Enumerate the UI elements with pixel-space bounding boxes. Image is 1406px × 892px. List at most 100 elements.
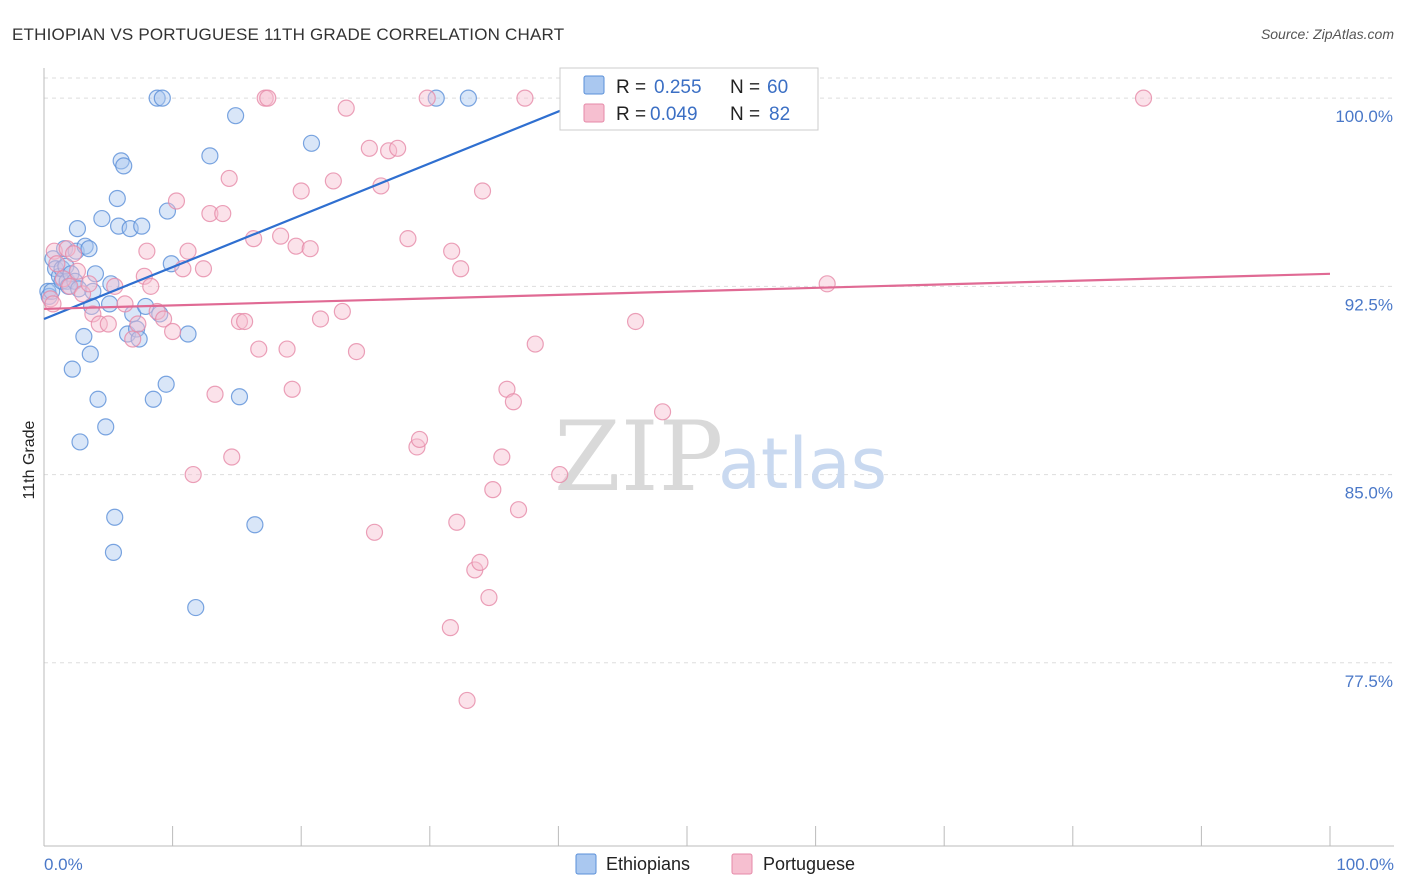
data-point [493, 448, 511, 466]
data-point [84, 305, 102, 323]
data-point [184, 465, 202, 484]
data-point [179, 242, 197, 260]
data-point [130, 330, 148, 348]
chart-title: ETHIOPIAN VS PORTUGUESE 11TH GRADE CORRE… [12, 25, 564, 44]
data-point [360, 139, 378, 157]
data-point [71, 433, 89, 451]
data-point [68, 220, 87, 238]
data-point [818, 275, 836, 293]
stats-legend-n-value-ethiopians: 60 [767, 77, 788, 98]
data-point [80, 275, 98, 293]
data-point [116, 295, 134, 313]
data-point [129, 315, 147, 333]
y-tick-label: 92.5% [1345, 295, 1393, 314]
trendline-ethiopians [43, 84, 624, 320]
data-point [337, 99, 355, 117]
data-point [223, 448, 241, 466]
data-point [80, 240, 98, 258]
data-point [93, 209, 111, 228]
y-tick-label: 100.0% [1335, 107, 1393, 126]
stats-legend-swatch-portuguese [583, 103, 605, 123]
data-point [41, 290, 60, 308]
data-point [99, 315, 117, 333]
x-tick-marks [43, 826, 1331, 846]
data-point [89, 390, 107, 408]
data-point [63, 360, 81, 378]
data-point [64, 245, 83, 263]
data-point [81, 345, 99, 363]
watermark: ZIP atlas [554, 401, 887, 513]
data-point [236, 312, 254, 331]
data-point [333, 302, 351, 321]
data-point [75, 327, 93, 346]
x-tick-label-max: 100.0% [1336, 855, 1394, 874]
data-point [302, 134, 321, 152]
data-point [157, 375, 175, 393]
data-point [484, 481, 502, 499]
data-point [516, 89, 534, 107]
data-point [324, 172, 342, 190]
stats-legend-r-value-ethiopians: 0.255 [654, 77, 702, 98]
data-point [201, 147, 219, 165]
data-point [154, 310, 173, 328]
trendline-portuguese [43, 272, 1331, 311]
data-point [230, 388, 249, 406]
data-point [187, 598, 205, 617]
series-ethiopians [39, 89, 477, 617]
stats-legend-r-value-portuguese: 0.049 [650, 104, 698, 125]
stats-legend: R = 0.255 N = 60 R = 0.049 N = 82 [559, 67, 819, 131]
data-point [124, 330, 142, 348]
data-point [115, 157, 133, 175]
data-point [526, 335, 544, 353]
data-point [227, 107, 245, 125]
data-point [142, 277, 160, 295]
y-tick-label: 77.5% [1345, 672, 1393, 691]
data-point [106, 508, 124, 526]
data-point [138, 242, 156, 260]
data-point [504, 393, 522, 411]
data-point [448, 513, 466, 531]
y-tick-labels: 77.5% 85.0% 92.5% 100.0% [1335, 107, 1393, 691]
data-point [246, 516, 264, 534]
y-axis-label: 11th Grade [21, 420, 38, 499]
watermark-zip: ZIP [554, 401, 723, 513]
data-point [283, 380, 301, 398]
stats-legend-n-label-ethiopians: N = [730, 77, 760, 98]
data-point [471, 553, 489, 572]
data-point [311, 310, 330, 328]
series-portuguese [41, 89, 1153, 710]
data-point [220, 169, 238, 188]
data-point [179, 325, 197, 343]
data-point [167, 192, 186, 210]
data-point [164, 322, 182, 341]
data-point [73, 285, 92, 303]
data-point [201, 204, 219, 223]
data-point [214, 204, 232, 223]
data-point [112, 152, 130, 170]
data-point [473, 182, 492, 200]
data-point [418, 89, 436, 107]
data-point [144, 390, 162, 408]
data-point [480, 588, 498, 607]
data-point [292, 182, 310, 200]
stats-legend-swatch-ethiopians [583, 75, 605, 95]
gridlines [44, 77, 1394, 664]
data-point [86, 265, 105, 283]
data-point [108, 189, 126, 208]
data-point [104, 543, 123, 561]
chart-source: Source: ZipAtlas.com [1261, 26, 1394, 42]
stats-legend-r-label-ethiopians: R = [616, 77, 646, 98]
data-point [653, 403, 672, 421]
data-point [48, 255, 66, 273]
data-point [509, 501, 528, 519]
data-point [1134, 89, 1153, 107]
series-legend-label-portuguese: Portuguese [763, 854, 855, 874]
data-point [452, 260, 470, 278]
data-point [148, 89, 166, 107]
data-point [259, 89, 277, 107]
data-point [278, 340, 296, 358]
series-legend: Ethiopians Portuguese [575, 853, 855, 875]
data-point [61, 277, 79, 295]
data-point [347, 342, 366, 361]
data-point [133, 217, 151, 235]
